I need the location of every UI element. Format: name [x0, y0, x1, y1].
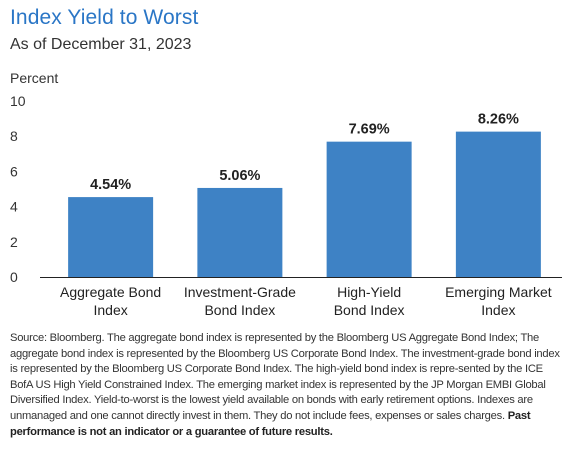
value-label: 8.26%: [478, 112, 519, 128]
value-labels: 4.54% 5.06% 7.69% 8.26%: [90, 112, 519, 193]
bar: [197, 187, 283, 277]
bar: [68, 197, 154, 277]
y-tick-label: 4: [10, 199, 18, 215]
category-label: High-Yield: [337, 284, 401, 300]
y-tick-label: 10: [10, 93, 26, 109]
y-tick-label: 8: [10, 128, 18, 144]
y-axis-ticks: 0 2 4 6 8 10: [10, 93, 26, 285]
footnote-disclaimer: Past performance is not an indicator or …: [10, 409, 531, 438]
category-label: Bond Index: [204, 302, 275, 318]
category-labels: Aggregate Bond Index Investment-Grade Bond …: [60, 284, 552, 318]
category-label: Index: [94, 302, 128, 318]
category-label: Investment-Grade: [184, 284, 296, 300]
y-tick-label: 2: [10, 234, 18, 250]
y-tick-label: 0: [10, 269, 18, 285]
bar: [326, 141, 412, 277]
y-axis-label: Percent: [10, 70, 59, 86]
bar-chart: 0 2 4 6 8 10 4.54% 5.06% 7.69% 8.26% Aggregate B…: [10, 93, 562, 318]
category-label: Aggregate Bond: [60, 284, 161, 300]
value-label: 5.06%: [219, 168, 260, 184]
category-label: Bond Index: [334, 302, 405, 318]
bar: [455, 131, 541, 277]
y-tick-label: 6: [10, 163, 18, 179]
value-label: 7.69%: [349, 122, 390, 138]
source-footnote: Source: Bloomberg. The aggregate bond in…: [10, 331, 565, 440]
bars: [68, 131, 541, 277]
value-label: 4.54%: [90, 177, 131, 193]
chart-title: Index Yield to Worst: [10, 6, 199, 29]
chart-subtitle: As of December 31, 2023: [10, 36, 192, 53]
footnote-text: Source: Bloomberg. The aggregate bond in…: [10, 332, 560, 422]
category-label: Index: [481, 302, 515, 318]
category-label: Emerging Market: [445, 284, 552, 300]
